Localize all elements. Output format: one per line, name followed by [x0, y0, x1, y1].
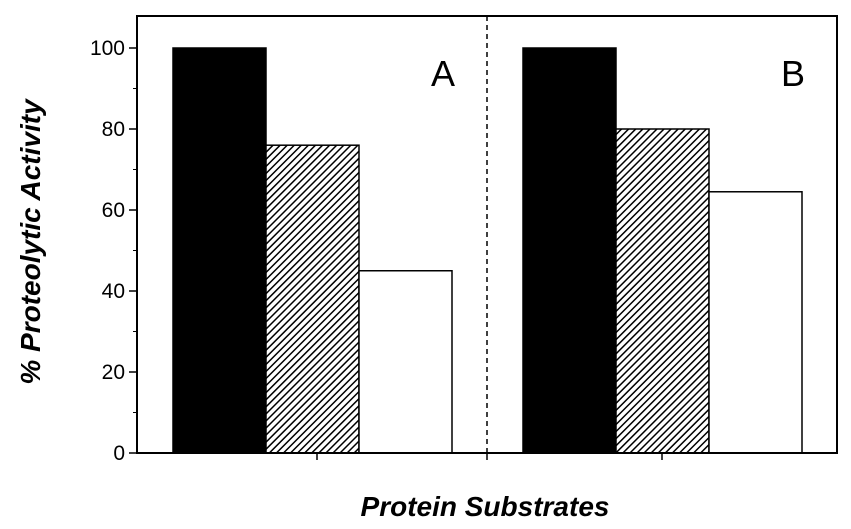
bars [172, 47, 803, 454]
bar-panel-b-2 [615, 128, 710, 454]
plot-frame [136, 15, 838, 454]
y-tick-label: 80 [102, 118, 125, 141]
bar-panel-b-1 [522, 47, 617, 454]
panel-label-b: B [781, 53, 805, 94]
y-tick-label: 0 [113, 442, 125, 465]
y-tick-label: 40 [102, 280, 125, 303]
y-tick-label: 100 [90, 37, 125, 60]
bar-panel-a-3 [358, 270, 453, 454]
bar-panel-a-1 [172, 47, 267, 454]
x-axis-title: Protein Substrates [361, 491, 610, 522]
bar-panel-a-2 [265, 144, 360, 454]
y-axis-title: % Proteolytic Activity [15, 98, 46, 385]
panel-label-a: A [431, 53, 455, 94]
y-tick-label: 60 [102, 199, 125, 222]
y-tick-label: 20 [102, 361, 125, 384]
bar-panel-b-3 [708, 191, 803, 454]
y-axis-ticks: 0 20 40 60 80 100 [90, 37, 663, 465]
